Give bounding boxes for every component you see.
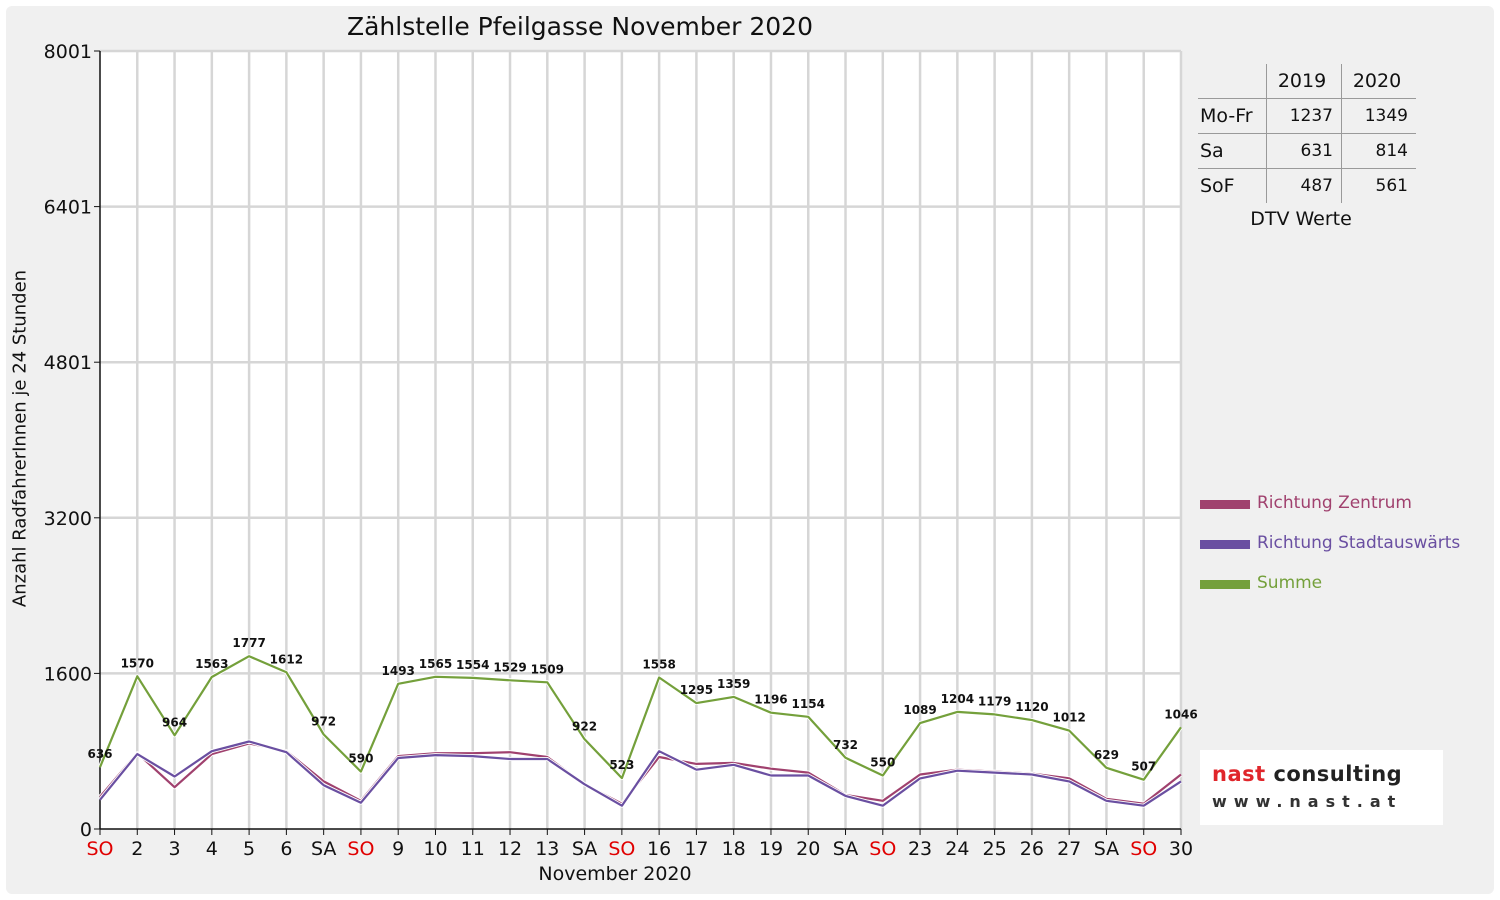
data-label: 1509 [531, 662, 564, 676]
x-tick-label: 10 [423, 838, 447, 860]
x-tick-label: 20 [796, 838, 820, 860]
logo-wordmark: nast consulting [1212, 762, 1403, 786]
data-label: 1563 [195, 657, 228, 671]
data-label: 1558 [642, 658, 675, 672]
data-label: 1120 [1015, 700, 1048, 714]
dtv-cell: 561 [1341, 168, 1416, 203]
dtv-row-label: Mo-Fr [1198, 98, 1267, 134]
x-tick-label: 9 [392, 838, 404, 860]
x-tick-label: SA [833, 838, 858, 860]
dtv-cell: 631 [1266, 133, 1342, 169]
x-tick-label: 23 [908, 838, 932, 860]
y-tick-label: 4801 [44, 352, 92, 374]
y-tick-label: 8001 [44, 41, 92, 63]
x-tick-label: 2 [131, 838, 143, 860]
y-tick-label: 3200 [44, 508, 92, 530]
legend-swatch [1200, 580, 1250, 589]
x-tick-label: 16 [647, 838, 671, 860]
x-tick-label: 6 [280, 838, 292, 860]
data-label: 1529 [493, 660, 526, 674]
data-label: 507 [1131, 760, 1156, 774]
x-tick-label: SA [572, 838, 597, 860]
data-label: 636 [87, 747, 112, 761]
legend-swatch [1200, 500, 1250, 509]
logo-website: www.nast.at [1212, 792, 1403, 811]
dtv-row-label: Sa [1198, 133, 1267, 169]
data-label: 1046 [1164, 707, 1197, 721]
x-tick-label: 30 [1169, 838, 1193, 860]
plot-area [100, 51, 1181, 829]
data-label: 1570 [121, 656, 154, 670]
chart-title: Zählstelle Pfeilgasse November 2020 [346, 12, 813, 41]
x-tick-label: 17 [684, 838, 708, 860]
x-tick-label: 4 [206, 838, 218, 860]
x-tick-label: 13 [535, 838, 559, 860]
data-label: 964 [162, 715, 187, 729]
x-tick-label: 5 [243, 838, 255, 860]
legend-label: Richtung Stadtauswärts [1257, 533, 1461, 553]
legend-swatch [1200, 540, 1250, 549]
y-tick-label: 1600 [44, 663, 92, 685]
data-label: 1359 [717, 677, 750, 691]
dtv-cell: 814 [1341, 133, 1416, 169]
data-label: 1777 [232, 636, 265, 650]
series-line [99, 740, 1182, 807]
y-tick-label: 6401 [44, 197, 92, 219]
data-label: 550 [870, 756, 895, 770]
x-tick-label: 12 [498, 838, 522, 860]
x-tick-label: 3 [169, 838, 181, 860]
dtv-cell: 487 [1266, 168, 1342, 203]
data-label: 1154 [792, 697, 825, 711]
data-label: 629 [1094, 748, 1119, 762]
legend-label: Summe [1257, 573, 1323, 593]
chart-legend: Richtung Zentrum Richtung Stadtauswärts … [1200, 493, 1460, 613]
x-tick-label: 27 [1057, 838, 1081, 860]
data-label: 1196 [754, 693, 787, 707]
legend-item-summe: Summe [1200, 573, 1460, 613]
y-tick-label: 0 [80, 819, 92, 841]
x-tick-label: 19 [759, 838, 783, 860]
x-tick-label: 18 [722, 838, 746, 860]
x-tick-label: SA [1094, 838, 1119, 860]
x-tick-label: 26 [1020, 838, 1044, 860]
dtv-row-label: SoF [1198, 168, 1267, 203]
data-label: 1295 [680, 683, 713, 697]
data-label: 523 [609, 758, 634, 772]
data-label: 1612 [270, 652, 303, 666]
company-logo: nast consulting www.nast.at [1200, 750, 1443, 825]
dtv-cell: 1349 [1341, 98, 1416, 134]
dtv-header-2020: 2020 [1341, 64, 1416, 99]
data-label: 922 [572, 719, 597, 733]
data-label: 1204 [941, 692, 974, 706]
data-label: 972 [311, 714, 336, 728]
x-tick-label: SA [311, 838, 336, 860]
data-label: 732 [833, 738, 858, 752]
data-label: 1012 [1052, 711, 1085, 725]
data-label: 590 [348, 752, 373, 766]
data-label: 1554 [456, 658, 489, 672]
x-tick-label: SO [608, 838, 635, 860]
data-label: 1089 [903, 703, 936, 717]
x-tick-label: SO [1130, 838, 1157, 860]
x-tick-label: 25 [983, 838, 1007, 860]
x-tick-label: 24 [945, 838, 969, 860]
data-label: 1565 [419, 657, 452, 671]
x-tick-label: SO [86, 838, 113, 860]
x-axis-title: November 2020 [538, 863, 692, 885]
dtv-header-2019: 2019 [1266, 64, 1342, 99]
data-label: 1179 [978, 694, 1011, 708]
data-label: 1493 [382, 664, 415, 678]
dtv-caption: DTV Werte [1250, 208, 1352, 230]
legend-item-stadtauswaerts: Richtung Stadtauswärts [1200, 533, 1460, 573]
x-tick-label: SO [869, 838, 896, 860]
dtv-cell: 1237 [1266, 98, 1342, 134]
dtv-table: 2019 2020 Mo-Fr 1237 1349 Sa 631 814 SoF… [1198, 64, 1416, 203]
x-tick-label: SO [347, 838, 374, 860]
series-line [98, 655, 1182, 781]
legend-label: Richtung Zentrum [1257, 493, 1412, 513]
x-tick-label: 11 [461, 838, 485, 860]
legend-item-zentrum: Richtung Zentrum [1200, 493, 1460, 533]
